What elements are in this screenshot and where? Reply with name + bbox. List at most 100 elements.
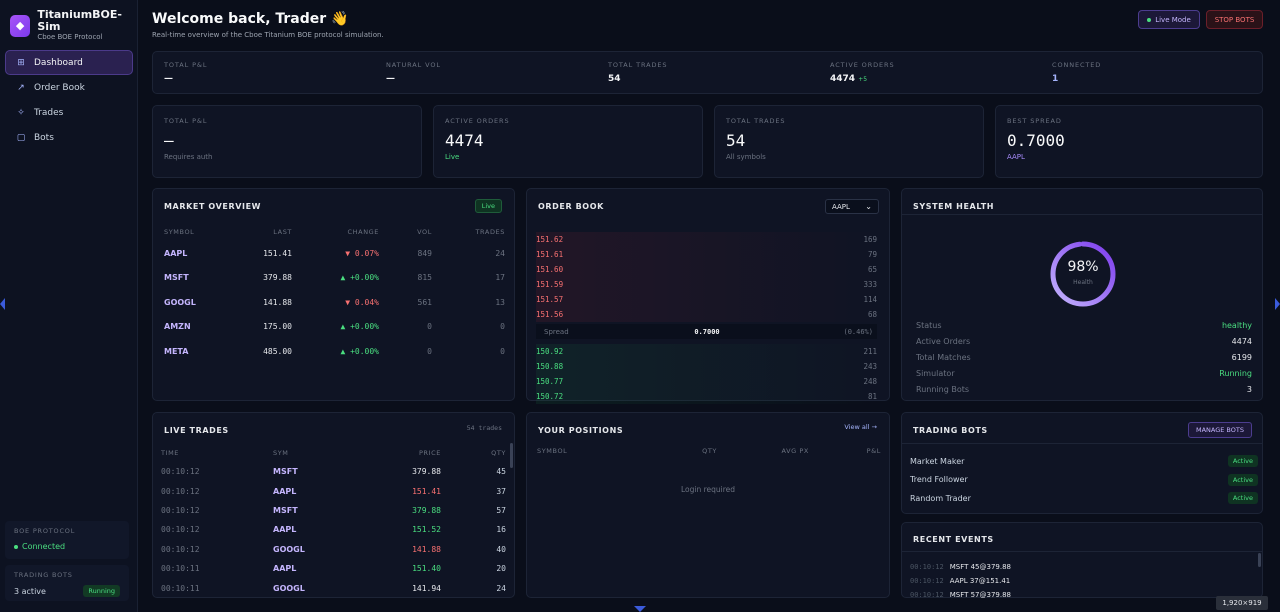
kpi-total-trades: TOTAL TRADES 54 All symbols (714, 105, 984, 178)
stop-bots-button[interactable]: STOP BOTS (1206, 10, 1263, 29)
cell-price: 379.88 (412, 467, 441, 477)
health-value: Running (1219, 369, 1252, 378)
table-row[interactable]: 00:10:11 AAPL 151.40 20 (161, 559, 506, 578)
cell-time: 00:10:11 (161, 583, 200, 593)
ask-level[interactable]: 151.60 65 (536, 262, 877, 277)
table-row[interactable]: 00:10:12 AAPL 151.41 37 (161, 481, 506, 500)
boe-protocol-label: BOE PROTOCOL (14, 527, 76, 535)
kpi-value: 4474 (445, 131, 484, 150)
bid-level[interactable]: 150.77 248 (536, 374, 877, 389)
cell-sym: AAPL (273, 486, 297, 496)
sidebar-item-label: Bots (34, 132, 54, 143)
col-last: LAST (273, 227, 292, 236)
trading-bots-status: TRADING BOTS 3 active Running (5, 565, 129, 601)
col-symbol: SYMBOL (537, 447, 568, 455)
symbol-select-value: AAPL (832, 202, 850, 211)
bot-row[interactable]: Trend Follower Active (910, 473, 1258, 486)
bid-qty: 211 (863, 347, 877, 356)
cell-qty: 37 (496, 486, 506, 496)
cell-time: 00:10:12 (161, 467, 200, 477)
strip-label: CONNECTED (1052, 61, 1102, 69)
app-name: TitaniumBOE-Sim (37, 8, 122, 33)
brand[interactable]: ◆ TitaniumBOE-Sim Cboe BOE Protocol (10, 9, 137, 42)
table-row[interactable]: 00:10:11 GOOGL 141.94 24 (161, 578, 506, 597)
ask-level[interactable]: 151.61 79 (536, 247, 877, 262)
strip-natural-vol: NATURAL VOL — (386, 61, 441, 84)
ask-level[interactable]: 151.62 169 (536, 232, 877, 247)
events-scrollbar[interactable] (1258, 553, 1261, 567)
cell-last: 141.88 (263, 297, 292, 307)
live-mode-button[interactable]: Live Mode (1138, 10, 1200, 29)
ask-level[interactable]: 151.57 114 (536, 292, 877, 307)
health-label: Running Bots (916, 385, 970, 394)
cell-time: 00:10:12 (161, 525, 200, 535)
live-trades-title: LIVE TRADES (164, 426, 229, 435)
event-row: 00:10:12 MSFT 57@379.88 (910, 591, 1011, 599)
sidebar-item-bots[interactable]: ▢ Bots (5, 125, 133, 150)
health-value: healthy (1221, 321, 1252, 330)
table-row[interactable]: AMZN 175.00 ▲ +0.00% 0 0 (164, 315, 505, 340)
kpi-best-spread: BEST SPREAD 0.7000 AAPL (995, 105, 1263, 178)
trading-bots-panel: TRADING BOTS MANAGE BOTS Market Maker Act… (901, 412, 1263, 514)
event-time: 00:10:12 (910, 591, 944, 599)
trades-scrollbar[interactable] (510, 443, 513, 468)
trading-bots-title: TRADING BOTS (913, 426, 988, 435)
sidebar-item-dashboard[interactable]: ⊞ Dashboard (5, 50, 133, 75)
event-row: 00:10:12 MSFT 45@379.88 (910, 563, 1011, 571)
bid-qty: 81 (867, 392, 877, 401)
bid-level[interactable]: 150.72 81 (536, 389, 877, 404)
table-row[interactable]: 00:10:12 MSFT 379.88 45 (161, 462, 506, 481)
bid-level[interactable]: 150.92 211 (536, 344, 877, 359)
cell-change: ▼ 0.07% (345, 248, 379, 258)
cell-price: 151.41 (412, 486, 441, 496)
table-row[interactable]: 00:10:12 AAPL 151.52 16 (161, 520, 506, 539)
manage-bots-button[interactable]: MANAGE BOTS (1187, 422, 1252, 438)
health-row: Status healthy (916, 321, 1252, 330)
strip-label: TOTAL P&L (164, 61, 208, 69)
symbol-select[interactable]: AAPL ⌄ (825, 199, 879, 214)
sidebar-item-label: Order Book (34, 82, 85, 93)
positions-empty-state: Login required (680, 485, 736, 494)
system-health-title: SYSTEM HEALTH (913, 202, 995, 211)
table-row[interactable]: 00:10:12 GOOGL 141.88 40 (161, 540, 506, 559)
spread-label: Spread (544, 327, 569, 336)
spread-pct: (0.46%) (843, 327, 873, 336)
event-time: 00:10:12 (910, 563, 944, 571)
cell-qty: 40 (496, 544, 506, 554)
boe-connection-text: Connected (22, 542, 66, 551)
table-row[interactable]: MSFT 379.88 ▲ +0.00% 815 17 (164, 266, 505, 291)
strip-delta: +5 (858, 76, 868, 83)
kpi-sub: Live (445, 153, 460, 161)
divider (902, 443, 1262, 444)
view-all-link[interactable]: View all → (844, 423, 877, 431)
health-label: Active Orders (916, 337, 971, 346)
trades-icon: ✧ (17, 107, 25, 118)
kpi-label: ACTIVE ORDERS (445, 117, 510, 125)
sidebar-item-trades[interactable]: ✧ Trades (5, 100, 133, 125)
cell-price: 141.94 (412, 583, 441, 593)
cell-qty: 20 (496, 564, 506, 574)
bid-price: 150.77 (536, 377, 564, 386)
table-row[interactable]: AAPL 151.41 ▼ 0.07% 849 24 (164, 241, 505, 266)
table-row[interactable]: 00:10:12 MSFT 379.88 57 (161, 501, 506, 520)
bot-row[interactable]: Market Maker Active (910, 455, 1258, 467)
status-dot-icon (14, 544, 18, 549)
sidebar-item-order-book[interactable]: ↗ Order Book (5, 75, 133, 100)
divider (902, 551, 1262, 552)
bot-row[interactable]: Random Trader Active (910, 492, 1258, 504)
ask-price: 151.57 (536, 295, 564, 304)
table-row[interactable]: META 485.00 ▲ +0.00% 0 0 (164, 339, 505, 364)
cell-last: 485.00 (263, 346, 292, 356)
cell-change: ▲ +0.00% (340, 346, 379, 356)
ask-level[interactable]: 151.59 333 (536, 277, 877, 292)
health-label: Status (916, 321, 942, 330)
recent-events-title: RECENT EVENTS (913, 535, 994, 544)
strip-value-number: 4474 (830, 74, 856, 84)
ask-level[interactable]: 151.56 68 (536, 307, 877, 322)
bot-name: Trend Follower (910, 475, 968, 484)
trades-count: 54 trades (466, 424, 502, 432)
table-row[interactable]: GOOGL 141.88 ▼ 0.04% 561 13 (164, 290, 505, 315)
kpi-sub: All symbols (726, 153, 766, 161)
live-mode-label: Live Mode (1155, 15, 1191, 24)
bid-level[interactable]: 150.88 243 (536, 359, 877, 374)
